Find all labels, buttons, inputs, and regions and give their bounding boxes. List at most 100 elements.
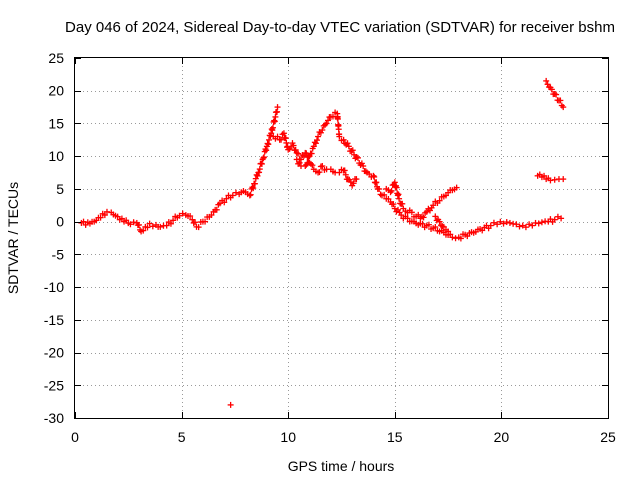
y-tick-labels: -30 -25 -20 -15 -10 -5 0 5 10 15 20 25 bbox=[44, 50, 64, 426]
data-point bbox=[254, 172, 261, 179]
data-point bbox=[322, 121, 329, 128]
data-point bbox=[336, 133, 343, 140]
data-point bbox=[263, 147, 270, 154]
data-point bbox=[543, 77, 550, 84]
data-point bbox=[293, 156, 300, 163]
y-tick-label: 0 bbox=[56, 214, 64, 230]
data-point bbox=[256, 166, 263, 173]
data-point bbox=[265, 141, 272, 148]
data-point bbox=[452, 235, 459, 242]
data-point bbox=[146, 220, 153, 227]
data-point bbox=[415, 211, 422, 218]
y-axis-label: SDTVAR / TECUs bbox=[5, 182, 21, 294]
data-point bbox=[213, 206, 220, 213]
data-point bbox=[425, 221, 432, 228]
data-point bbox=[560, 104, 567, 111]
data-point bbox=[419, 220, 426, 227]
data-point bbox=[221, 199, 228, 206]
data-point bbox=[278, 136, 285, 143]
data-point bbox=[371, 173, 378, 180]
data-point bbox=[308, 150, 315, 157]
data-point bbox=[344, 140, 351, 147]
data-point bbox=[312, 140, 319, 147]
axis-ticks bbox=[75, 58, 609, 419]
x-tick-label: 5 bbox=[178, 429, 186, 445]
data-point bbox=[349, 147, 356, 154]
x-tick-label: 15 bbox=[387, 429, 403, 445]
data-point bbox=[264, 140, 271, 147]
data-point bbox=[547, 177, 554, 184]
data-point bbox=[430, 202, 437, 209]
data-point bbox=[324, 117, 331, 124]
data-point bbox=[269, 124, 276, 131]
data-point bbox=[317, 129, 324, 136]
y-tick-label: -25 bbox=[44, 377, 64, 393]
data-point bbox=[170, 217, 177, 224]
data-point bbox=[354, 154, 361, 161]
data-point bbox=[436, 197, 443, 204]
data-point bbox=[391, 205, 398, 212]
data-point bbox=[118, 215, 125, 222]
data-point bbox=[353, 176, 360, 183]
data-point bbox=[302, 163, 309, 169]
data-point bbox=[258, 160, 265, 167]
grid-lines bbox=[75, 58, 608, 418]
y-tick-label: 15 bbox=[48, 115, 64, 131]
data-point bbox=[464, 233, 471, 240]
data-point bbox=[179, 210, 186, 217]
data-point bbox=[350, 180, 357, 187]
data-point bbox=[195, 224, 202, 231]
data-point bbox=[274, 133, 281, 140]
data-point bbox=[538, 219, 545, 226]
data-point bbox=[445, 228, 452, 235]
data-point bbox=[144, 224, 151, 231]
data-point bbox=[103, 208, 110, 215]
data-point bbox=[362, 168, 369, 175]
data-point bbox=[432, 223, 439, 230]
data-point bbox=[373, 179, 380, 186]
data-point bbox=[557, 97, 564, 104]
data-point bbox=[140, 227, 147, 234]
y-tick-label: -30 bbox=[44, 410, 64, 426]
data-point bbox=[558, 215, 565, 222]
data-point bbox=[232, 189, 239, 196]
y-tick-label: -10 bbox=[44, 279, 64, 295]
data-point bbox=[347, 178, 354, 185]
data-point bbox=[229, 192, 236, 199]
x-tick-labels: 0 5 10 15 20 25 bbox=[71, 429, 616, 445]
data-point bbox=[323, 120, 330, 127]
data-point bbox=[114, 213, 121, 220]
data-point bbox=[487, 222, 494, 229]
data-point bbox=[370, 172, 377, 179]
data-point bbox=[167, 220, 174, 227]
y-tick-label: -5 bbox=[52, 246, 65, 262]
plot-frame bbox=[74, 57, 609, 419]
data-point bbox=[432, 213, 439, 220]
data-point bbox=[436, 218, 443, 225]
data-point bbox=[249, 184, 256, 191]
data-point bbox=[208, 212, 215, 219]
data-point bbox=[500, 220, 507, 227]
data-point bbox=[513, 221, 520, 228]
data-point bbox=[353, 154, 360, 161]
data-point bbox=[541, 172, 548, 179]
data-point bbox=[393, 184, 400, 191]
data-point bbox=[360, 163, 367, 170]
y-tick-label: 5 bbox=[56, 181, 64, 197]
data-point bbox=[310, 143, 317, 150]
data-point bbox=[529, 222, 536, 229]
data-point bbox=[192, 219, 199, 226]
x-tick-label: 25 bbox=[600, 429, 616, 445]
data-point bbox=[506, 219, 513, 226]
data-point bbox=[251, 180, 258, 187]
data-point bbox=[399, 200, 406, 207]
data-point bbox=[390, 201, 397, 208]
data-point bbox=[526, 221, 533, 228]
data-point bbox=[260, 155, 267, 162]
data-point bbox=[404, 215, 411, 222]
data-point bbox=[246, 192, 253, 199]
data-point bbox=[274, 104, 281, 111]
data-point bbox=[149, 223, 156, 230]
data-point bbox=[135, 221, 142, 228]
y-tick-label: -20 bbox=[44, 345, 64, 361]
